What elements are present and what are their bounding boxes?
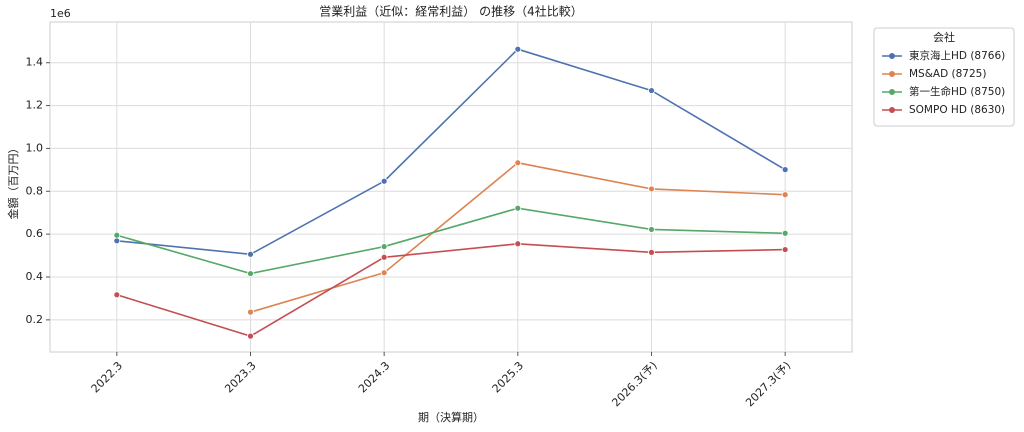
y-offset-label: 1e6 xyxy=(50,7,71,20)
point xyxy=(648,248,655,256)
plot-area xyxy=(49,21,853,353)
legend-label: 第一生命HD (8750) xyxy=(909,85,1005,98)
point xyxy=(247,270,254,277)
series-line xyxy=(116,207,786,275)
point xyxy=(514,45,522,53)
x-axis-label: 期（決算期） xyxy=(418,410,484,424)
point xyxy=(648,226,655,233)
point xyxy=(514,159,522,167)
x-tick-label: 2022.3 xyxy=(89,359,125,395)
point xyxy=(380,243,388,250)
point xyxy=(247,308,254,316)
series-line xyxy=(116,48,786,256)
point xyxy=(380,269,388,277)
legend-label: MS&AD (8725) xyxy=(909,68,986,80)
point xyxy=(648,185,655,193)
legend-marker xyxy=(889,53,895,59)
point xyxy=(380,177,388,185)
y-tick-label: 0.4 xyxy=(26,270,44,283)
y-tick-label: 0.6 xyxy=(26,227,44,240)
point xyxy=(781,229,789,237)
point xyxy=(648,87,655,94)
legend-marker xyxy=(889,71,895,77)
point xyxy=(781,246,789,253)
point xyxy=(781,191,789,199)
y-tick-label: 1.4 xyxy=(26,56,44,69)
x-tick-label: 2025.3 xyxy=(490,359,526,395)
point xyxy=(113,291,121,299)
legend-label: SOMPO HD (8630) xyxy=(909,104,1005,116)
legend-marker xyxy=(889,89,895,95)
y-tick-label: 1.0 xyxy=(26,141,44,154)
y-tick-label: 0.8 xyxy=(26,184,44,197)
legend-box xyxy=(873,27,1015,127)
point xyxy=(113,231,121,239)
point xyxy=(781,166,789,174)
point xyxy=(514,204,522,212)
legend-label: 東京海上HD (8766) xyxy=(909,49,1005,62)
chart-title: 営業利益（近似：経常利益） の推移（4社比較） xyxy=(319,4,582,19)
point xyxy=(514,240,522,248)
x-tick-label: 2027.3(予) xyxy=(743,359,793,409)
legend-marker xyxy=(889,107,895,113)
series-line xyxy=(116,242,786,338)
point xyxy=(113,237,121,245)
x-tick-label: 2026.3(予) xyxy=(609,359,659,409)
x-tick-label: 2024.3 xyxy=(356,359,392,395)
y-tick-label: 0.2 xyxy=(26,313,44,326)
x-tick-label: 2023.3 xyxy=(222,359,258,395)
point xyxy=(247,250,254,258)
legend-title: 会社 xyxy=(933,30,955,44)
y-axis-label: 金額（百万円） xyxy=(6,143,20,220)
point xyxy=(247,332,254,340)
y-tick-label: 1.2 xyxy=(26,99,44,112)
point xyxy=(380,253,388,261)
